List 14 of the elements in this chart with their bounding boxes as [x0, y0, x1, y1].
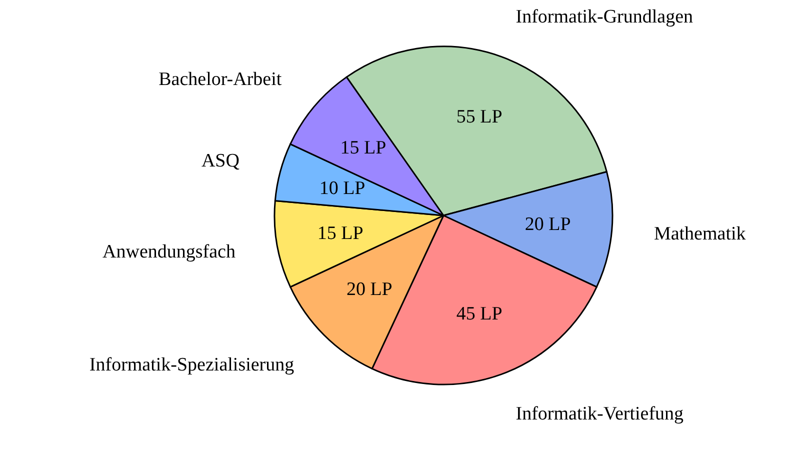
slice-label: Anwendungsfach	[102, 242, 236, 263]
data-label: 10 LP	[319, 178, 366, 199]
data-label: 20 LP	[524, 214, 571, 236]
slice-label: ASQ	[201, 150, 240, 172]
slice-label: Informatik-Spezialisierung	[89, 354, 295, 376]
data-label: 45 LP	[456, 303, 502, 324]
data-label: 20 LP	[346, 279, 392, 300]
slice-label: Informatik-Vertiefung	[516, 404, 684, 425]
data-label: 15 LP	[340, 138, 386, 159]
slice-label: Mathematik	[654, 223, 746, 244]
slice-label: Informatik-Grundlagen	[516, 6, 694, 28]
data-label: 55 LP	[456, 106, 502, 128]
data-label: 15 LP	[317, 223, 364, 244]
slice-label: Bachelor-Arbeit	[158, 69, 282, 90]
